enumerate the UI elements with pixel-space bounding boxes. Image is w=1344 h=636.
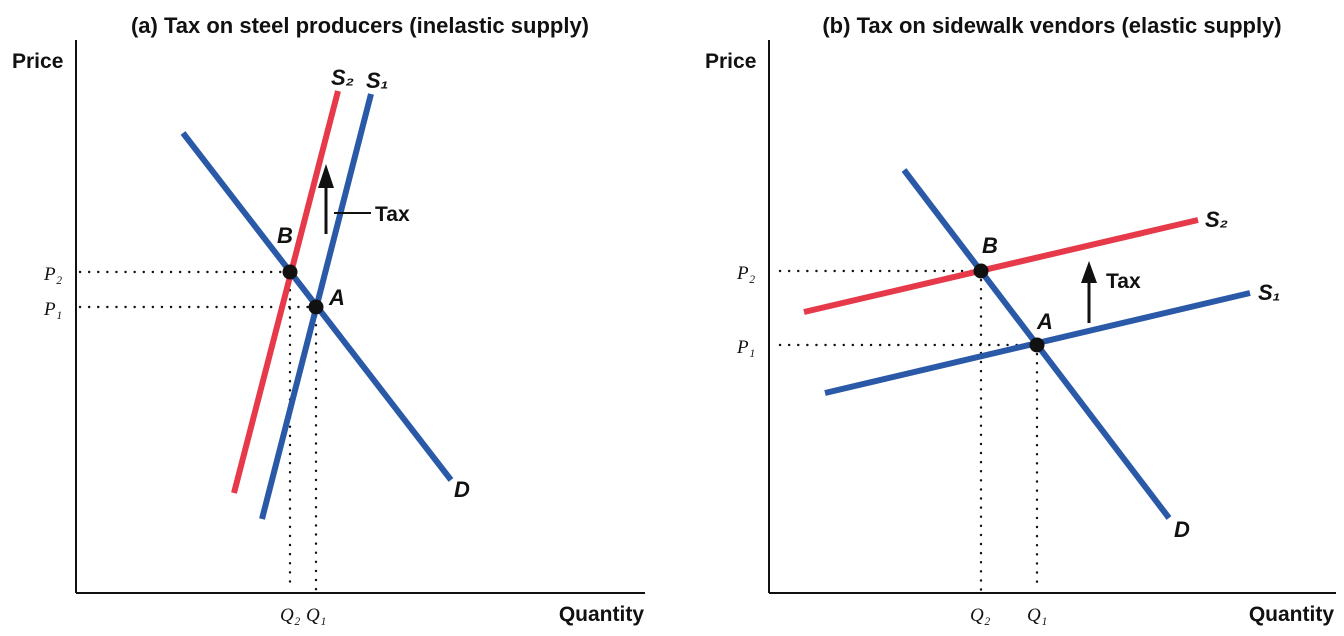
panel-a-s2-label: S₂ xyxy=(331,65,354,90)
panel-a-p1-label: P₁ xyxy=(43,299,62,320)
panel-b-point-b xyxy=(973,263,989,279)
panel-a-q2-label: Q₂ xyxy=(280,605,301,626)
panel-a: (a) Tax on steel producers (inelastic su… xyxy=(12,13,645,626)
panel-a-s1-label: S₁ xyxy=(366,68,388,93)
panel-b: (b) Tax on sidewalk vendors (elastic sup… xyxy=(705,13,1336,626)
panel-b-point-a-label: A xyxy=(1036,309,1053,334)
panel-a-point-a xyxy=(308,299,324,315)
panel-b-p2-label: P₂ xyxy=(736,263,756,284)
panel-a-x-axis-label: Quantity xyxy=(559,603,644,626)
panel-a-title: (a) Tax on steel producers (inelastic su… xyxy=(131,13,589,38)
panel-a-d-label: D xyxy=(454,477,470,502)
panel-b-d-label: D xyxy=(1174,517,1190,542)
panel-a-point-b-label: B xyxy=(277,223,293,248)
panel-b-x-axis-label: Quantity xyxy=(1249,603,1334,626)
panel-b-point-a xyxy=(1029,337,1045,353)
panel-b-point-b-label: B xyxy=(982,233,998,258)
panel-a-point-b xyxy=(282,264,298,280)
panel-a-tax-label: Tax xyxy=(375,203,410,226)
panel-b-title: (b) Tax on sidewalk vendors (elastic sup… xyxy=(822,13,1281,38)
panel-a-q1-label: Q₁ xyxy=(306,605,326,626)
panel-b-q1-label: Q₁ xyxy=(1027,605,1047,626)
panel-a-point-a-label: A xyxy=(328,285,345,310)
panel-b-p1-label: P₁ xyxy=(736,337,755,358)
panel-b-taxed-supply-curve xyxy=(803,217,1199,315)
panel-b-s1-label: S₁ xyxy=(1258,280,1280,305)
panel-b-s2-label: S₂ xyxy=(1205,207,1228,232)
panel-a-tax-arrow-icon xyxy=(318,164,334,188)
panel-b-tax-arrow-icon xyxy=(1081,261,1097,283)
panel-a-p2-label: P₂ xyxy=(43,264,63,285)
panel-b-q2-label: Q₂ xyxy=(970,605,991,626)
panel-a-y-axis-label: Price xyxy=(12,50,63,73)
panel-b-tax-label: Tax xyxy=(1106,270,1141,293)
panel-b-y-axis-label: Price xyxy=(705,50,756,73)
panel-a-taxed-supply-curve xyxy=(231,90,341,494)
